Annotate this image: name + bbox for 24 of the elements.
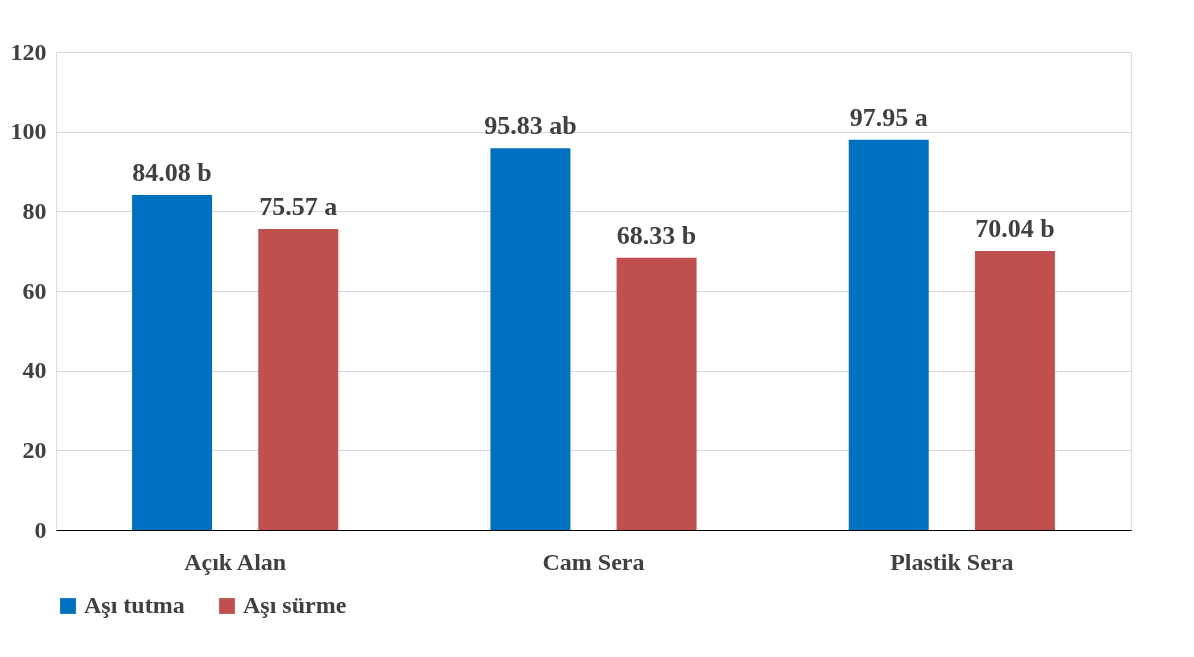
- data-label: 68.33 b: [616, 220, 697, 250]
- bar: [974, 251, 1055, 530]
- legend-label: Aşı sürme: [243, 592, 347, 618]
- x-tick-label: Cam Sera: [542, 548, 645, 575]
- data-label: 75.57 a: [259, 191, 338, 221]
- x-tick-label: Plastik Sera: [890, 548, 1014, 575]
- y-tick-label: 0: [34, 516, 47, 543]
- bar: [848, 139, 929, 530]
- legend-label: Aşı tutma: [84, 592, 185, 618]
- x-tick-label: Açık Alan: [184, 548, 287, 575]
- data-label: 97.95 a: [849, 102, 928, 132]
- bar: [132, 195, 213, 530]
- bar: [616, 257, 697, 530]
- data-label: 70.04 b: [975, 214, 1055, 244]
- y-tick-label: 120: [10, 38, 47, 65]
- data-label: 95.83 ab: [484, 111, 577, 141]
- y-tick-label: 40: [22, 357, 47, 384]
- data-label: 84.08 b: [132, 158, 212, 188]
- y-tick-label: 80: [22, 197, 47, 224]
- bar: [258, 228, 339, 530]
- bar: [490, 148, 571, 530]
- y-tick-label: 60: [22, 277, 47, 304]
- y-tick-label: 100: [10, 118, 47, 145]
- y-tick-label: 20: [22, 436, 47, 463]
